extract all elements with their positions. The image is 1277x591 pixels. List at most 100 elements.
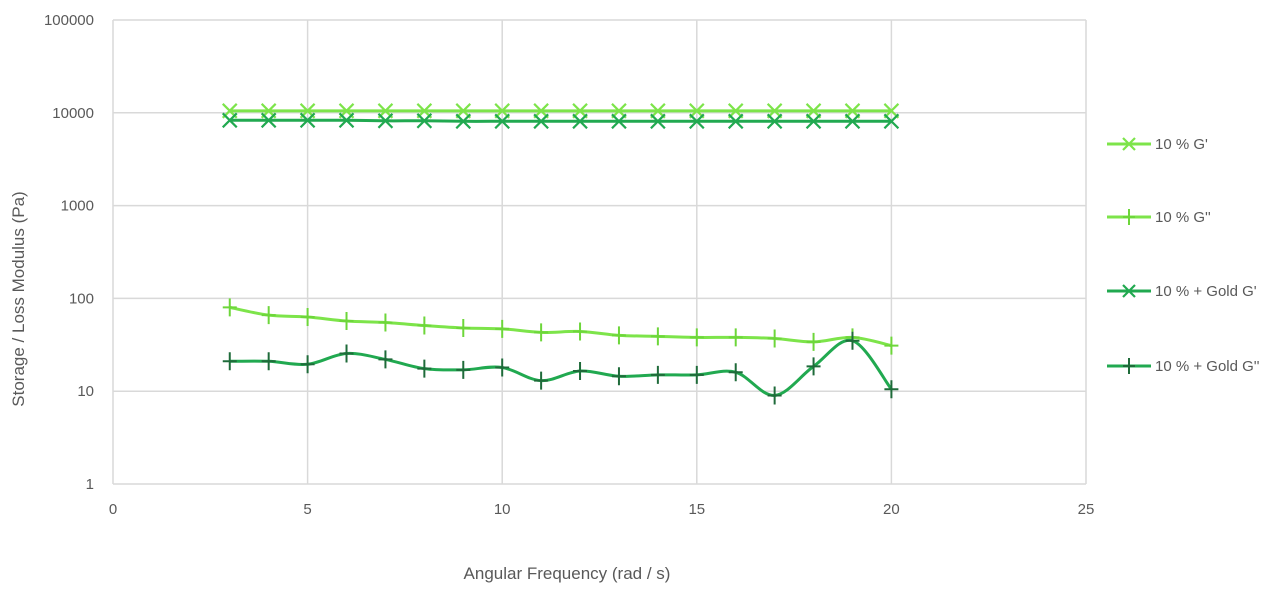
marker-stroke — [339, 312, 354, 331]
marker-stroke — [455, 113, 472, 130]
data-point — [261, 352, 276, 371]
marker-stroke — [1123, 209, 1135, 225]
data-point — [456, 318, 471, 337]
marker-stroke — [378, 313, 393, 332]
marker-stroke — [300, 355, 315, 374]
marker-stroke — [260, 112, 277, 129]
data-point — [806, 357, 821, 376]
series-3 — [221, 112, 900, 130]
marker-stroke — [611, 367, 626, 386]
marker-stroke — [495, 358, 510, 377]
y-tick-label: 10000 — [52, 105, 94, 122]
marker-stroke — [767, 386, 782, 405]
series-line — [229, 338, 893, 397]
data-point — [689, 365, 704, 384]
data-point — [728, 328, 743, 347]
marker-stroke — [611, 113, 627, 130]
marker-stroke — [222, 352, 237, 371]
marker-stroke — [299, 112, 316, 129]
data-point — [845, 331, 860, 350]
x-tick-label: 20 — [883, 501, 900, 518]
data-point — [338, 112, 355, 129]
legend-marker — [1122, 137, 1136, 151]
marker-stroke — [1123, 358, 1135, 374]
marker-stroke — [417, 359, 432, 378]
marker-stroke — [495, 319, 510, 338]
series-line — [229, 118, 892, 123]
marker-stroke — [844, 113, 861, 130]
data-point — [572, 113, 588, 130]
data-point — [455, 113, 472, 130]
legend-marker — [1123, 358, 1135, 374]
data-point — [611, 367, 626, 386]
data-point — [378, 350, 393, 369]
x-tick-label: 25 — [1078, 501, 1095, 518]
marker-stroke — [416, 113, 433, 129]
x-tick-label: 15 — [688, 501, 705, 518]
marker-stroke — [221, 112, 238, 129]
legend-item: 10 % G'' — [1107, 209, 1211, 226]
marker-stroke — [728, 363, 743, 382]
data-point — [806, 332, 821, 351]
marker-stroke — [884, 336, 899, 355]
data-point — [728, 363, 743, 382]
data-point — [650, 327, 665, 346]
data-point — [884, 336, 899, 355]
marker-stroke — [650, 327, 665, 346]
marker-stroke — [806, 332, 821, 351]
marker-stroke — [261, 352, 276, 371]
legend-label: 10 % + Gold G' — [1155, 283, 1257, 300]
y-tick-label: 100000 — [44, 12, 94, 29]
data-point — [766, 113, 783, 130]
data-point — [534, 323, 549, 342]
marker-stroke — [884, 380, 899, 399]
legend-label: 10 % + Gold G'' — [1155, 358, 1260, 375]
data-point — [299, 112, 316, 129]
marker-stroke — [689, 328, 704, 347]
data-point — [339, 344, 354, 363]
data-point — [844, 113, 861, 130]
tick-labels: 0 5 10 15 20 25 1 10 100 1000 10000 100000 — [44, 12, 1094, 518]
data-point — [417, 359, 432, 378]
data-point — [378, 313, 393, 332]
marker-stroke — [572, 113, 588, 130]
marker-stroke — [222, 298, 237, 317]
marker-stroke — [456, 360, 471, 379]
marker-stroke — [611, 326, 626, 345]
data-point — [456, 360, 471, 379]
legend: 10 % G' 10 % G'' 10 % + Gold G' 10 % + Gold… — [1107, 136, 1260, 375]
data-point — [883, 113, 900, 130]
data-point — [727, 113, 744, 130]
legend-item: 10 % + Gold G'' — [1107, 358, 1260, 375]
marker-stroke — [728, 328, 743, 347]
data-point — [261, 306, 276, 325]
x-tick-label: 10 — [494, 501, 511, 518]
legend-item: 10 % G' — [1107, 136, 1208, 153]
y-tick-label: 100 — [69, 290, 94, 307]
y-tick-label: 1000 — [61, 198, 94, 215]
data-point — [689, 113, 705, 130]
data-point — [260, 112, 277, 129]
marker-stroke — [300, 308, 315, 327]
marker-stroke — [767, 329, 782, 348]
marker-stroke — [689, 113, 705, 130]
series-group — [221, 103, 900, 405]
marker-stroke — [533, 113, 549, 130]
data-point — [377, 113, 394, 129]
marker-stroke — [650, 365, 665, 384]
marker-stroke — [1122, 284, 1136, 298]
data-point — [495, 358, 510, 377]
y-tick-label: 1 — [86, 476, 94, 493]
marker-stroke — [339, 344, 354, 363]
marker-stroke — [417, 316, 432, 335]
x-tick-label: 0 — [109, 501, 117, 518]
data-point — [573, 322, 588, 341]
series-2 — [222, 298, 899, 355]
legend-label: 10 % G'' — [1155, 209, 1211, 226]
legend-item: 10 % + Gold G' — [1107, 283, 1257, 300]
marker-stroke — [456, 318, 471, 337]
grid — [112, 19, 1087, 485]
marker-stroke — [1122, 137, 1136, 151]
